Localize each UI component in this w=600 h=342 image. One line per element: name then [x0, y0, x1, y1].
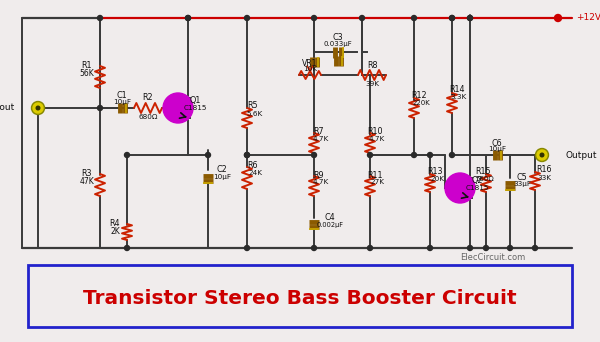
Text: C6: C6	[491, 139, 502, 147]
Text: 27K: 27K	[370, 179, 384, 185]
Text: R2: R2	[143, 93, 154, 103]
Text: VR1: VR1	[302, 58, 317, 67]
Circle shape	[427, 153, 433, 158]
Circle shape	[367, 153, 373, 158]
Text: Output: Output	[566, 150, 598, 159]
Circle shape	[412, 153, 416, 158]
Text: 20K: 20K	[430, 176, 444, 182]
Circle shape	[536, 148, 548, 161]
Circle shape	[205, 153, 211, 158]
Circle shape	[508, 246, 512, 250]
Text: 4.7K: 4.7K	[313, 179, 329, 185]
Circle shape	[245, 15, 250, 21]
Text: R11: R11	[367, 171, 383, 180]
Circle shape	[245, 153, 250, 158]
Circle shape	[32, 102, 44, 115]
Circle shape	[427, 246, 433, 250]
Text: 5.6K: 5.6K	[247, 111, 263, 117]
Text: 4.7K: 4.7K	[369, 136, 385, 142]
Circle shape	[537, 150, 547, 160]
Circle shape	[125, 246, 130, 250]
Circle shape	[445, 173, 475, 203]
Text: R1: R1	[82, 61, 92, 69]
Circle shape	[449, 15, 455, 21]
Text: Q1: Q1	[190, 95, 200, 105]
Circle shape	[245, 153, 250, 158]
Text: 10μF: 10μF	[113, 99, 131, 105]
Text: R4: R4	[110, 219, 120, 227]
Circle shape	[163, 93, 193, 123]
Text: 39K: 39K	[365, 81, 379, 87]
Text: 33μF: 33μF	[513, 181, 531, 187]
Circle shape	[311, 153, 317, 158]
Text: Q2: Q2	[471, 175, 483, 184]
Text: 2K: 2K	[110, 226, 120, 236]
Text: R8: R8	[367, 61, 377, 69]
FancyBboxPatch shape	[28, 265, 572, 327]
Text: C1: C1	[116, 92, 127, 101]
Circle shape	[484, 246, 488, 250]
Text: C5: C5	[517, 172, 527, 182]
Text: 560Ω: 560Ω	[476, 176, 494, 182]
Text: 220K: 220K	[412, 100, 430, 106]
Text: 4.7K: 4.7K	[313, 136, 329, 142]
Text: R5: R5	[248, 102, 259, 110]
Text: R15: R15	[475, 168, 491, 176]
Text: C4: C4	[325, 213, 335, 223]
Circle shape	[36, 106, 40, 110]
Text: C3: C3	[332, 34, 343, 42]
Text: 3.3K: 3.3K	[451, 94, 467, 100]
Text: C1815: C1815	[183, 105, 207, 111]
Circle shape	[467, 15, 473, 21]
Circle shape	[359, 15, 365, 21]
Circle shape	[540, 153, 544, 157]
Circle shape	[367, 246, 373, 250]
Text: R12: R12	[411, 92, 427, 101]
Circle shape	[185, 15, 191, 21]
Text: R6: R6	[248, 160, 258, 170]
Circle shape	[554, 14, 562, 22]
Circle shape	[311, 15, 317, 21]
Text: 24K: 24K	[248, 170, 262, 176]
Text: R3: R3	[82, 170, 92, 179]
Text: +12V: +12V	[576, 13, 600, 23]
Text: R9: R9	[314, 171, 325, 180]
Text: Inout: Inout	[0, 104, 14, 113]
Text: 0.002μF: 0.002μF	[317, 222, 343, 228]
Circle shape	[125, 153, 130, 158]
Circle shape	[311, 246, 317, 250]
Text: 10K: 10K	[303, 66, 317, 72]
Text: 0.033μF: 0.033μF	[323, 41, 352, 47]
Circle shape	[412, 15, 416, 21]
Text: R10: R10	[367, 128, 383, 136]
Circle shape	[449, 153, 455, 158]
Text: R16: R16	[536, 166, 552, 174]
Circle shape	[97, 105, 103, 110]
Circle shape	[467, 15, 473, 21]
Text: R14: R14	[449, 86, 465, 94]
Text: C1815: C1815	[465, 185, 489, 191]
Circle shape	[97, 15, 103, 21]
Text: 10μF: 10μF	[213, 174, 231, 180]
Text: 10μF: 10μF	[488, 146, 506, 152]
Text: ElecCircuit.com: ElecCircuit.com	[460, 252, 525, 262]
Text: 47K: 47K	[80, 177, 94, 186]
Circle shape	[449, 15, 455, 21]
Circle shape	[33, 103, 43, 113]
Text: R7: R7	[314, 128, 325, 136]
Circle shape	[533, 246, 538, 250]
Circle shape	[467, 246, 473, 250]
Circle shape	[245, 246, 250, 250]
Text: 33K: 33K	[537, 175, 551, 181]
Circle shape	[185, 15, 191, 21]
Text: R13: R13	[427, 168, 443, 176]
Text: Transistor Stereo Bass Booster Circuit: Transistor Stereo Bass Booster Circuit	[83, 289, 517, 307]
Text: 56K: 56K	[80, 68, 94, 78]
Text: C2: C2	[217, 166, 227, 174]
Text: 680Ω: 680Ω	[138, 114, 158, 120]
